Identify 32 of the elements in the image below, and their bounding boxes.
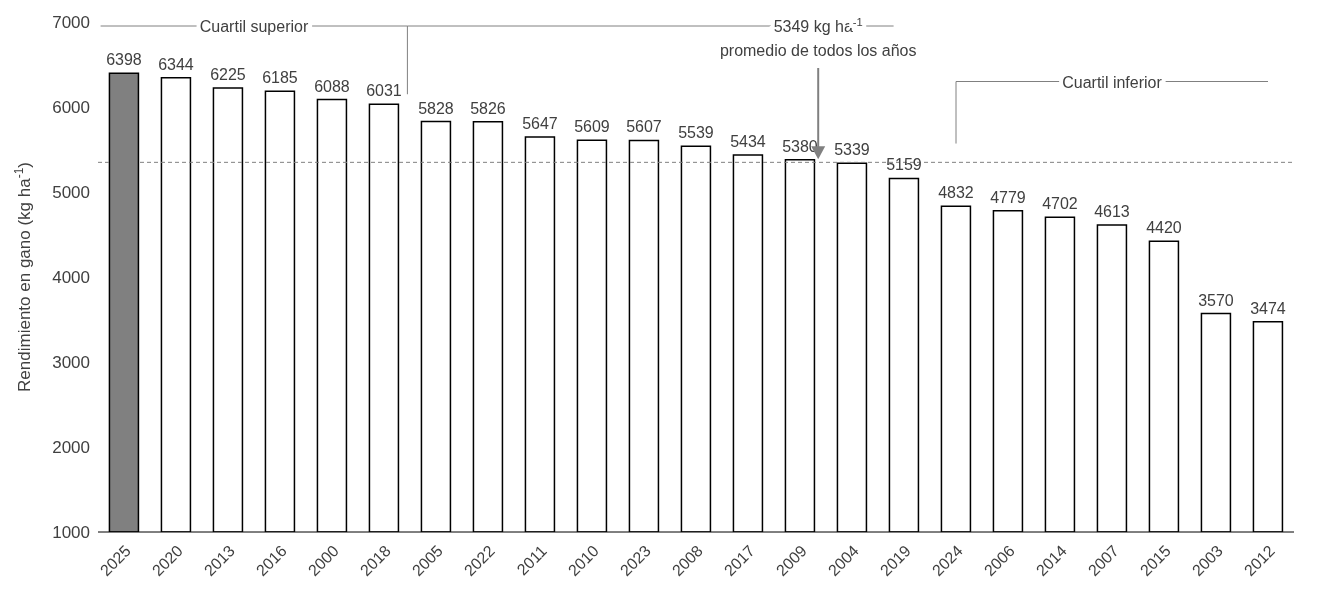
data-label: 4420 [1146,219,1182,237]
data-label: 5826 [470,99,506,117]
data-label: 4702 [1042,195,1078,213]
data-label: 5339 [834,141,870,159]
data-label: 6185 [262,69,298,87]
y-tick-label: 6000 [52,98,90,118]
data-label: 6031 [366,82,402,100]
y-tick-label: 2000 [52,438,90,458]
data-label: 5539 [678,124,714,142]
data-label: 4832 [938,184,974,202]
annotation: Cuartil superior [199,18,309,35]
data-label: 3570 [1198,291,1234,309]
data-label: 6088 [314,77,350,95]
data-label: 5647 [522,115,558,133]
y-tick-label: 5000 [52,183,90,203]
text: 5349 kg ha$^{-1}$ promedio de todos los años [719,16,917,59]
y-tick-label: 3000 [52,353,90,373]
data-label: 5434 [730,133,766,151]
y-tick-label: 4000 [52,268,90,288]
data-label: 6225 [210,65,246,83]
y-tick-label: 1000 [52,523,90,543]
data-label: 5159 [886,156,922,174]
data-label: 3474 [1250,299,1286,317]
data-label: 6398 [106,51,142,69]
data-label: 6344 [158,55,194,73]
data-label: 4613 [1094,202,1130,220]
y-tick-label: 7000 [52,13,90,33]
data-label: 5380 [782,137,818,155]
data-label: 5828 [418,99,454,117]
data-label: 5607 [626,118,662,136]
data-label: 5609 [574,118,610,136]
data-label: 4779 [990,188,1026,206]
